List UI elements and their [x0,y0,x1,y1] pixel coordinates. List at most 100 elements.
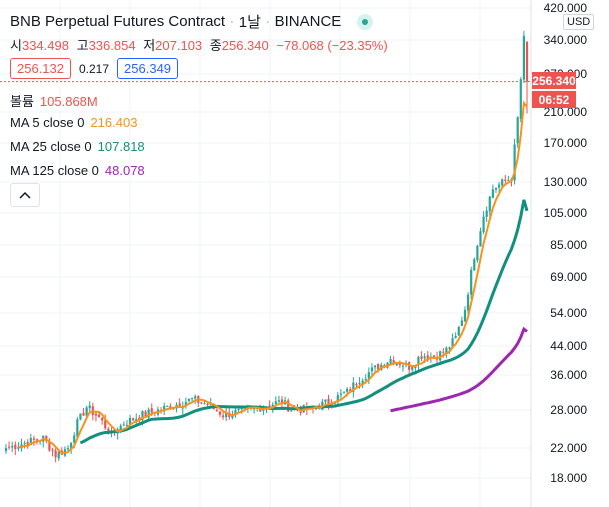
candle [284,396,287,405]
candle [445,346,448,359]
candle [42,435,45,448]
legend-ma125[interactable]: MA 125 close 0 48.078 [10,163,145,178]
currency-label[interactable]: USD [563,14,595,30]
indicator-label: MA 25 close 0 [10,139,92,154]
candle [203,401,206,405]
price-tick-label: 44.000 [550,339,587,353]
price-tick-label: 210.000 [543,105,587,119]
candle [122,421,125,427]
candle [135,413,138,426]
indicator-value: 107.818 [97,139,145,154]
legend-volume[interactable]: 볼륨 105.868M [10,91,98,110]
candle [225,406,228,422]
countdown-tag: 06:52 [532,91,576,108]
candle [4,444,8,454]
chart-grid [0,0,531,507]
candle [82,407,85,416]
price-tick-label: 54.000 [550,306,587,320]
candle [14,441,17,456]
quote-row: 256.132 0.217 256.349 [10,58,179,79]
candle [51,447,54,457]
low-value: 207.103 [155,38,203,53]
candle [116,427,119,440]
candle [104,414,107,430]
high-value: 336.854 [88,38,136,53]
sell-button[interactable]: 256.132 [10,58,71,79]
spread-value: 0.217 [79,61,110,76]
high-label: 고 [76,38,89,53]
price-tick-label: 85.000 [550,238,587,252]
last-price-tag: 256.340 [532,72,576,89]
price-tick-label: 22.000 [550,441,587,455]
candle [26,439,29,449]
low-label: 저 [143,38,156,53]
market-open-icon [357,13,374,30]
candle [79,413,82,421]
candle [48,438,51,452]
candle [491,184,494,199]
candle [522,30,525,84]
candle [476,244,479,263]
candle [234,407,237,418]
candle [94,411,98,422]
price-tick-label: 18.000 [550,471,587,485]
candle [373,365,377,373]
candle [54,448,57,463]
price-tick-label: 36.000 [550,368,587,382]
open-label: 시 [10,38,22,53]
candle [420,351,423,362]
candle [147,407,150,420]
separator-dot: · [265,15,270,28]
indicator-value: 48.078 [104,163,145,178]
candle [525,40,529,114]
candle [88,401,91,412]
candle [8,441,11,450]
candle [473,257,476,271]
candle [507,175,510,181]
candle [342,390,346,394]
ma125-line [390,326,528,413]
candle [187,398,191,403]
symbol-name[interactable]: BNB Perpetual Futures Contract [10,13,226,30]
candle [11,441,14,453]
price-tick-label: 105.000 [543,206,587,220]
candle [466,292,470,316]
price-tick-label: 340.000 [543,33,587,47]
collapse-legend-button[interactable] [10,183,40,207]
ma25-line [79,199,529,445]
close-value: 256.340 [221,38,269,53]
candle [85,405,88,418]
candle [479,227,482,247]
candle [485,206,488,223]
symbol-title[interactable]: BNB Perpetual Futures Contract · 1날 · BI… [10,11,374,32]
candle [470,266,473,300]
indicator-label: 볼륨 [10,94,34,109]
buy-button[interactable]: 256.349 [117,58,179,79]
price-tick-label: 170.000 [543,136,587,150]
indicator-value: 105.868M [39,94,98,109]
close-label: 종 [209,38,222,53]
candle [163,402,166,416]
interval-label[interactable]: 1날 [238,14,261,31]
indicator-label: MA 125 close 0 [10,163,99,178]
legend-ma25[interactable]: MA 25 close 0 107.818 [10,139,145,154]
candle [76,416,79,439]
candle [497,182,501,194]
price-tick-label: 420.000 [543,1,587,15]
ohlc-legend: 시334.498 고336.854 저207.103 종256.340 −78.… [10,35,392,54]
candle [280,396,284,408]
ma5-line [18,100,528,455]
candle [184,397,187,409]
candle [23,440,26,449]
candle [200,402,203,405]
candle [215,408,218,412]
chevron-up-icon [19,191,31,199]
candle [132,417,135,422]
price-tick-label: 69.000 [550,270,587,284]
candle [460,316,463,327]
exchange-label: BINANCE [274,13,342,30]
legend-ma5[interactable]: MA 5 close 0 216.403 [10,115,137,130]
indicator-label: MA 5 close 0 [10,115,85,130]
candle [277,395,281,403]
